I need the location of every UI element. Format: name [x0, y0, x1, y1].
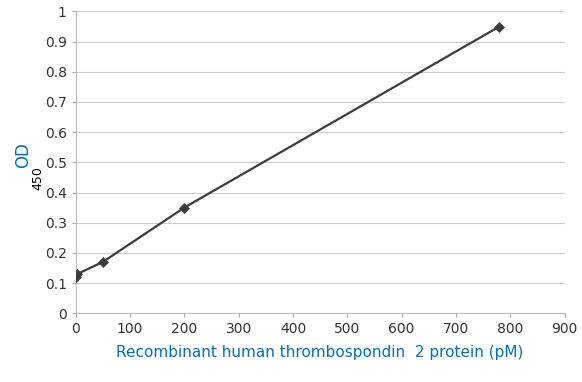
X-axis label: Recombinant human thrombospondin  2 protein (pM): Recombinant human thrombospondin 2 prote… [116, 345, 524, 359]
Text: OD: OD [15, 142, 32, 168]
Text: 450: 450 [31, 166, 44, 189]
